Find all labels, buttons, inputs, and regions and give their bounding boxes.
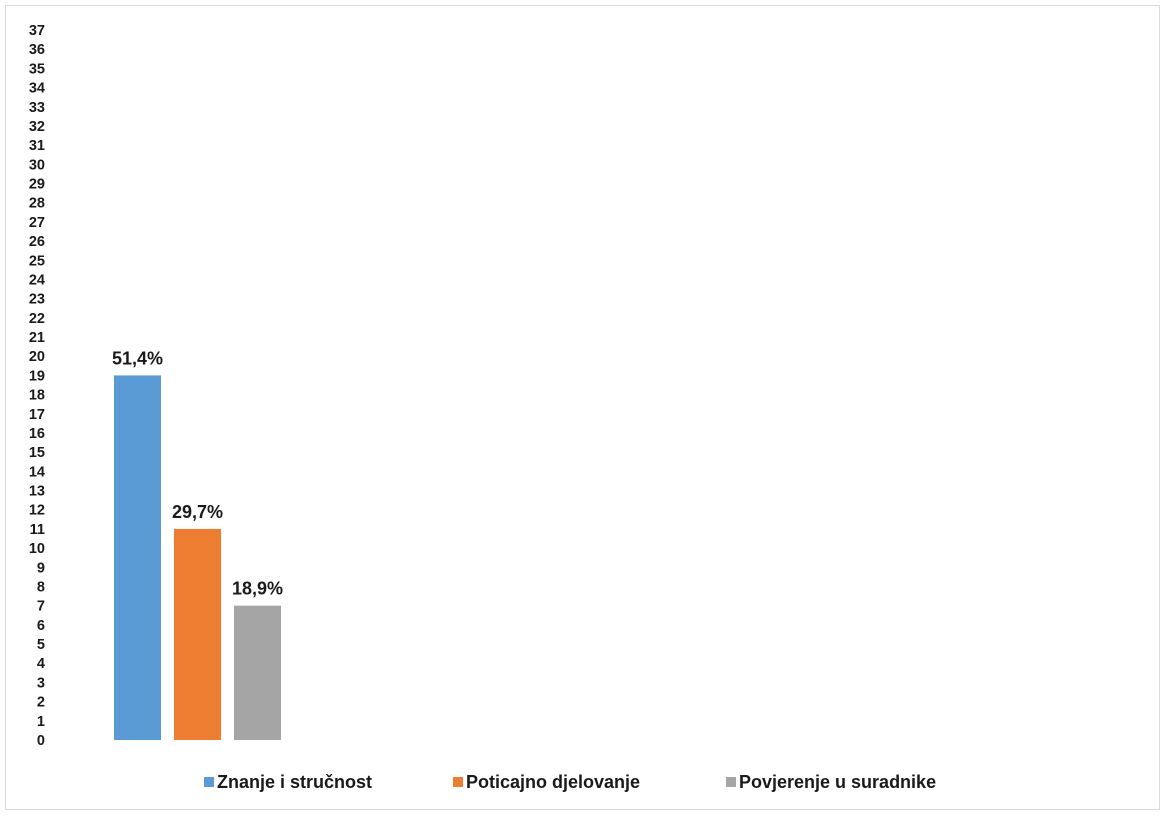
legend: Znanje i stručnost Poticajno djelovanje Po… (204, 772, 936, 792)
y-tick-label: 22 (29, 311, 45, 327)
bar (174, 528, 221, 740)
y-tick-label: 35 (29, 61, 45, 77)
y-tick-label: 10 (29, 541, 45, 557)
y-tick-label: 34 (29, 81, 45, 97)
y-tick-label: 21 (29, 330, 45, 346)
y-tick-label: 33 (29, 100, 45, 116)
y-tick-label: 13 (29, 484, 45, 500)
legend-label: Poticajno djelovanje (466, 772, 640, 792)
bars (114, 375, 281, 740)
legend-label: Povjerenje u suradnike (739, 772, 936, 792)
y-tick-label: 25 (29, 253, 45, 269)
y-tick-label: 4 (37, 656, 45, 672)
y-tick-label: 23 (29, 292, 45, 308)
y-tick-label: 7 (37, 599, 45, 615)
legend-swatch (204, 777, 214, 787)
y-tick-label: 3 (37, 675, 45, 691)
y-tick-label: 8 (37, 579, 45, 595)
data-label: 18,9% (232, 579, 283, 599)
y-tick-label: 24 (29, 272, 45, 288)
y-tick-label: 32 (29, 119, 45, 135)
y-tick-label: 20 (29, 349, 45, 365)
data-label: 51,4% (112, 348, 163, 368)
y-tick-label: 16 (29, 426, 45, 442)
data-labels: 51,4% 29,7% 18,9% (112, 348, 283, 598)
y-tick-label: 15 (29, 445, 45, 461)
y-tick-label: 14 (29, 464, 45, 480)
y-tick-label: 11 (30, 522, 45, 538)
y-tick-label: 28 (29, 196, 45, 212)
y-tick-label: 19 (29, 368, 45, 384)
y-tick-label: 2 (37, 695, 45, 711)
y-tick-label: 9 (37, 560, 45, 576)
data-label: 29,7% (172, 502, 223, 522)
legend-label: Znanje i stručnost (217, 772, 372, 792)
y-tick-label: 36 (29, 42, 45, 58)
y-axis: 0123456789101112131415161718192021222324… (29, 23, 45, 749)
y-tick-label: 37 (29, 23, 45, 39)
bar (234, 605, 281, 740)
y-tick-label: 18 (29, 388, 45, 404)
y-tick-label: 12 (29, 503, 45, 519)
bar (114, 375, 161, 740)
y-tick-label: 5 (37, 637, 45, 653)
y-tick-label: 1 (37, 714, 45, 730)
legend-swatch (726, 777, 736, 787)
y-tick-label: 30 (29, 157, 45, 173)
y-tick-label: 31 (29, 138, 45, 154)
y-tick-label: 29 (29, 177, 45, 193)
y-tick-label: 0 (37, 733, 45, 749)
y-tick-label: 6 (37, 618, 45, 634)
y-tick-label: 17 (29, 407, 45, 423)
y-tick-label: 26 (29, 234, 45, 250)
legend-swatch (453, 777, 463, 787)
y-tick-label: 27 (29, 215, 45, 231)
